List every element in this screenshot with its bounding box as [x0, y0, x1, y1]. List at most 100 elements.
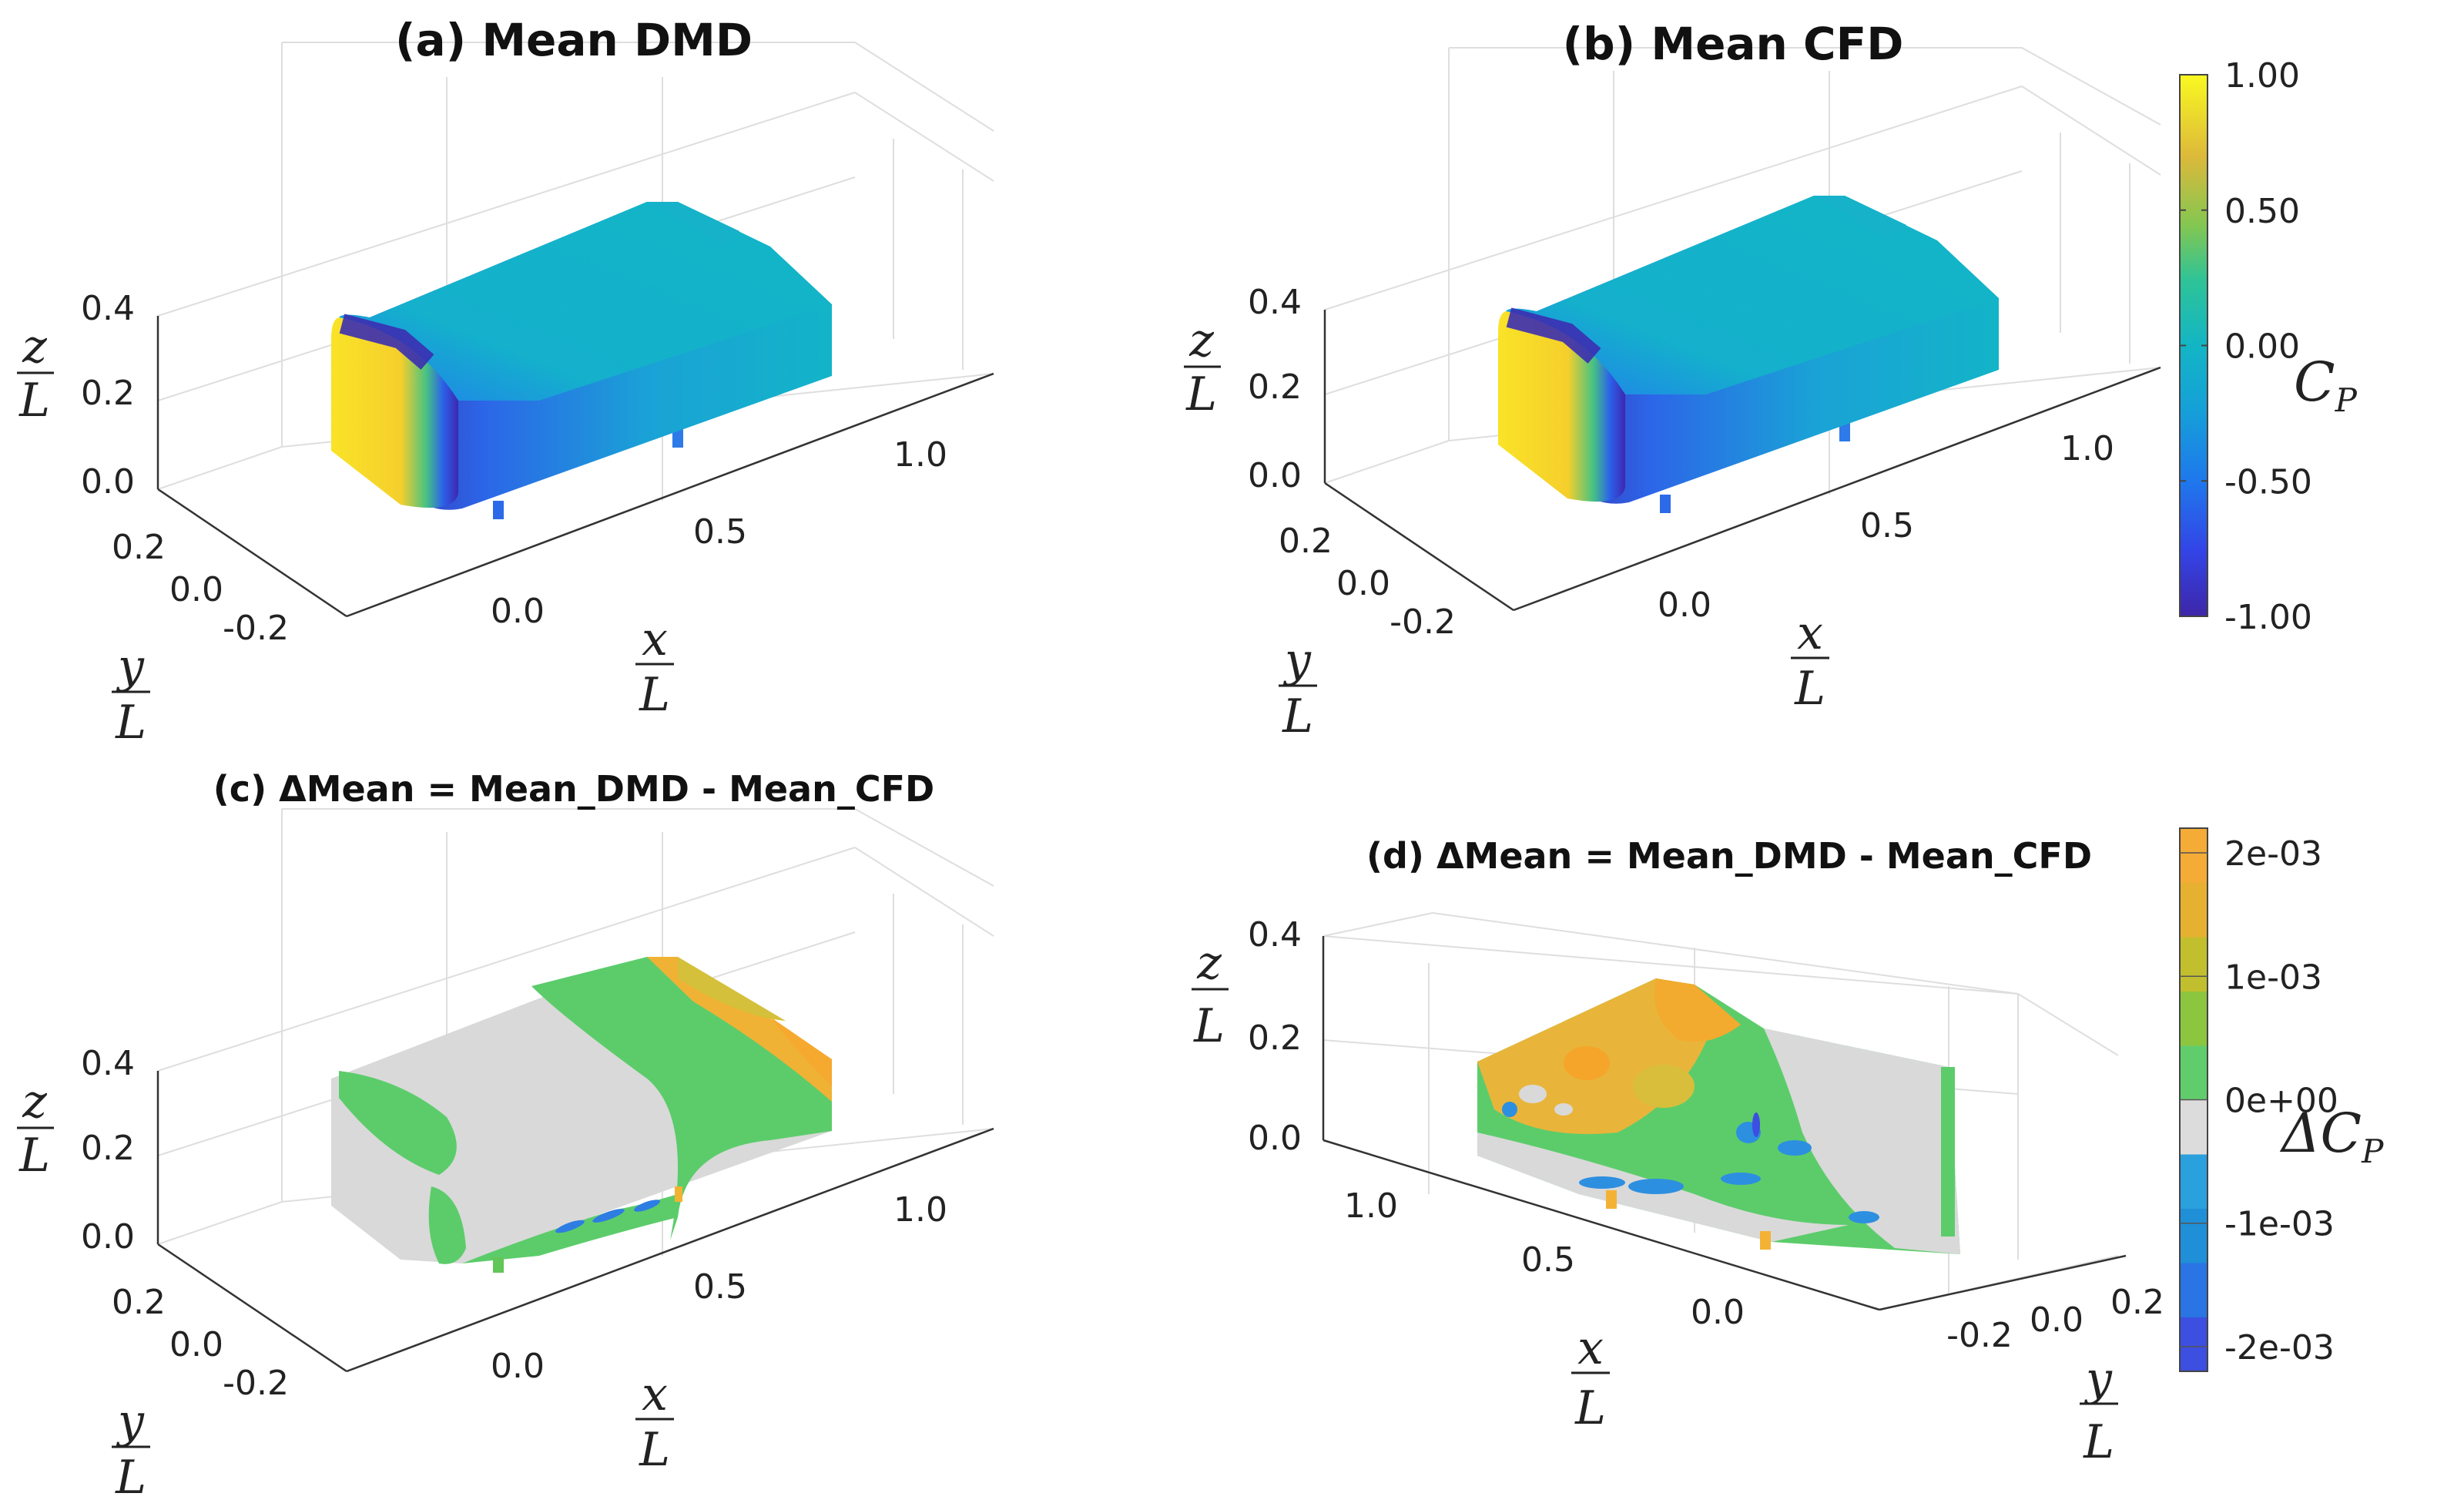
z-tick-label: 0.2 — [1248, 367, 1302, 407]
x-label-num: x — [1577, 1321, 1604, 1375]
panel-d-x-ticks: 1.0 0.5 0.0 — [1344, 1186, 1745, 1332]
colorbar-dcp-label: ΔCP — [2279, 1102, 2384, 1170]
y-tick-label: -0.2 — [1946, 1316, 2013, 1355]
z-label-num: z — [1188, 314, 1214, 367]
x-tick-label: 0.5 — [693, 512, 747, 552]
colorbar-dcp-label-main: ΔC — [2279, 1102, 2362, 1165]
panel-d-title: (d) ΔMean = Mean_DMD - Mean_CFD — [1366, 835, 2092, 877]
panel-b: (b) Mean CFD 0.4 0.2 0.0 0.2 0.0 -0.2 0.… — [1184, 18, 2161, 743]
x-label-num: x — [1797, 606, 1823, 660]
y-label-den: L — [1282, 690, 1313, 743]
z-label-num: z — [1196, 936, 1222, 990]
y-tick-label: 0.0 — [169, 1325, 223, 1364]
y-label-num: y — [1282, 633, 1312, 687]
panel-c-z-label: z L — [17, 1075, 54, 1183]
colorbar-dcp-label-sub: P — [2361, 1132, 2384, 1170]
z-label-den: L — [1193, 999, 1225, 1053]
z-tick-label: 0.2 — [81, 1129, 135, 1168]
y-tick-label: -0.2 — [223, 609, 289, 648]
x-tick-label: 0.0 — [1691, 1293, 1745, 1332]
x-tick-label: 0.5 — [1521, 1240, 1575, 1280]
panel-b-z-ticks: 0.4 0.2 0.0 — [1248, 283, 1302, 495]
y-label-den: L — [2083, 1415, 2114, 1469]
z-label-den: L — [1185, 367, 1217, 421]
panel-a-x-label: x L — [635, 612, 674, 722]
colorbar-dcp-tick-label: 2e-03 — [2224, 834, 2322, 874]
z-label-den: L — [18, 1129, 50, 1183]
panel-c-vehicle-surface — [331, 957, 832, 1273]
y-tick-label: 0.2 — [2110, 1283, 2164, 1322]
colorbar-dcp-tick-label: 0e+00 — [2224, 1082, 2338, 1121]
z-tick-label: 0.2 — [1248, 1018, 1302, 1058]
colorbar-dcp-tick-label: -1e-03 — [2224, 1205, 2335, 1244]
z-label-den: L — [18, 374, 50, 428]
x-tick-label: 0.0 — [491, 592, 545, 631]
y-tick-label: 0.0 — [2030, 1300, 2084, 1340]
colorbar-cp-ticks: 1.00 0.50 0.00 -0.50 -1.00 — [2180, 56, 2312, 637]
colorbar-cp-tick-label: -1.00 — [2224, 598, 2312, 637]
panel-d-vehicle-surface — [1477, 978, 1960, 1254]
panel-d-z-ticks: 0.4 0.2 0.0 — [1248, 915, 1302, 1158]
z-tick-label: 0.2 — [81, 374, 135, 413]
y-tick-label: -0.2 — [223, 1364, 289, 1403]
colorbar-dcp: 2e-03 1e-03 0e+00 -1e-03 -2e-03 ΔCP — [2179, 827, 2384, 1372]
panel-a-vehicle-surface — [331, 202, 832, 519]
x-label-den: L — [1574, 1381, 1606, 1435]
y-label-num: y — [116, 1394, 145, 1448]
panel-c: (c) ΔMean = Mean_DMD - Mean_CFD 0.4 0.2 … — [17, 768, 994, 1505]
panel-b-y-axis — [1324, 482, 1514, 612]
z-label-num: z — [22, 1075, 47, 1129]
z-tick-label: 0.4 — [81, 1044, 135, 1083]
colorbar-dcp-band — [2180, 1045, 2208, 1100]
colorbar-dcp-band — [2180, 937, 2208, 992]
colorbar-dcp-band — [2180, 1263, 2208, 1317]
panel-b-y-ticks: 0.2 0.0 -0.2 — [1279, 522, 1456, 642]
panel-c-x-label: x L — [635, 1367, 674, 1477]
z-tick-label: 0.0 — [1248, 1119, 1302, 1158]
panel-b-x-label: x L — [1791, 606, 1829, 716]
z-tick-label: 0.4 — [1248, 283, 1302, 322]
x-tick-label: 0.5 — [693, 1267, 747, 1307]
panel-a-y-axis — [157, 488, 347, 618]
x-tick-label: 0.5 — [1860, 506, 1914, 545]
panel-c-title: (c) ΔMean = Mean_DMD - Mean_CFD — [213, 768, 934, 810]
z-tick-label: 0.0 — [81, 1217, 135, 1257]
colorbar-dcp-band — [2180, 1317, 2208, 1372]
panel-a-x-ticks: 0.0 0.5 1.0 — [491, 435, 947, 631]
colorbar-dcp-band — [2180, 1154, 2208, 1209]
panel-d-y-label: y L — [2080, 1352, 2118, 1469]
x-tick-label: 1.0 — [893, 435, 947, 475]
panel-b-y-label: y L — [1279, 633, 1317, 743]
panel-a-z-label: z L — [17, 320, 54, 428]
y-tick-label: 0.2 — [1279, 522, 1333, 561]
z-tick-label: 0.0 — [1248, 456, 1302, 495]
colorbar-dcp-band — [2180, 991, 2208, 1046]
x-tick-label: 1.0 — [2060, 429, 2114, 468]
panel-c-y-label: y L — [112, 1394, 150, 1505]
y-tick-label: 0.2 — [112, 528, 166, 567]
panel-b-vehicle-surface — [1498, 196, 1999, 513]
panel-d-z-label: z L — [1192, 936, 1229, 1053]
colorbar-dcp-band — [2180, 828, 2208, 883]
panel-d-y-ticks: -0.2 0.0 0.2 — [1946, 1283, 2164, 1355]
x-tick-label: 1.0 — [893, 1190, 947, 1230]
panel-b-title: (b) Mean CFD — [1563, 18, 1904, 70]
panel-d-y-axis — [1879, 1254, 2127, 1311]
y-label-num: y — [2084, 1352, 2113, 1406]
z-label-num: z — [22, 320, 47, 374]
x-label-den: L — [639, 668, 670, 722]
colorbar-cp-tick-label: -0.50 — [2224, 462, 2312, 502]
panel-a-x-axis — [346, 372, 994, 618]
x-tick-label: 1.0 — [1344, 1186, 1398, 1226]
panel-d: (d) ΔMean = Mean_DMD - Mean_CFD 0.4 0.2 … — [1192, 835, 2164, 1469]
colorbar-dcp-band — [2180, 1099, 2208, 1155]
colorbar-dcp-tick-label: 1e-03 — [2224, 958, 2322, 997]
colorbar-dcp-tick-label: -2e-03 — [2224, 1328, 2335, 1367]
y-tick-label: 0.0 — [169, 570, 223, 609]
y-label-den: L — [115, 696, 146, 750]
colorbar-cp: 1.00 0.50 0.00 -0.50 -1.00 CP — [2179, 56, 2358, 637]
x-label-den: L — [639, 1423, 670, 1477]
colorbar-cp-tick-label: 0.50 — [2224, 192, 2300, 231]
panel-c-x-ticks: 0.0 0.5 1.0 — [491, 1190, 947, 1386]
panel-b-x-ticks: 0.0 0.5 1.0 — [1658, 429, 2114, 625]
